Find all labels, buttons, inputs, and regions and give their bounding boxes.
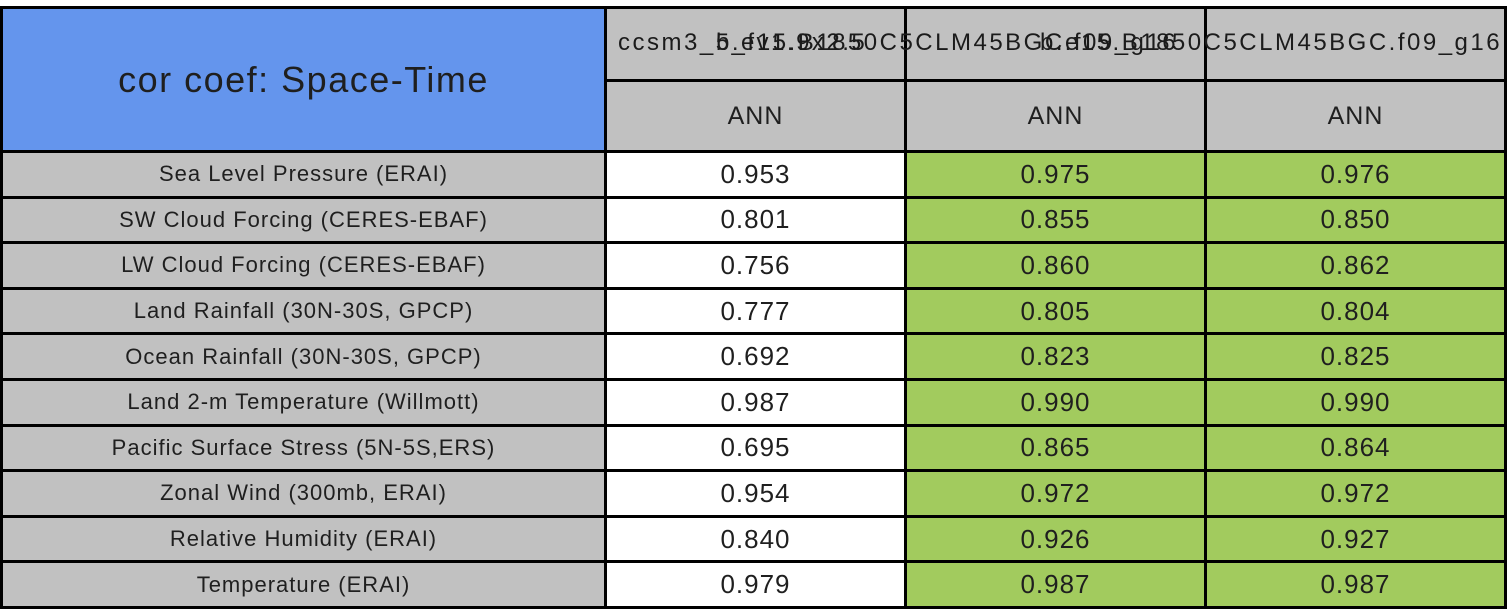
row-label-cell: Pacific Surface Stress (5N-5S,ERS) (3, 426, 604, 470)
value-cell: 0.860 (907, 244, 1204, 287)
value-cell: 0.825 (1207, 335, 1504, 378)
value-cell: 0.987 (1207, 563, 1504, 606)
value-cell: 0.972 (1207, 472, 1504, 515)
metrics-grid: cor coef: Space-Time ANN ANN ANN Sea Lev… (0, 6, 1507, 609)
table-title-cell: cor coef: Space-Time (3, 9, 604, 150)
value-cell: 0.864 (1207, 426, 1504, 470)
value-cell: 0.953 (607, 153, 904, 196)
value-cell: 0.976 (1207, 153, 1504, 196)
row-label-cell: Temperature (ERAI) (3, 563, 604, 606)
value-cell: 0.979 (607, 563, 904, 606)
value-cell: 0.855 (907, 198, 1204, 242)
row-label-cell: Zonal Wind (300mb, ERAI) (3, 472, 604, 515)
value-cell: 0.975 (907, 153, 1204, 196)
value-cell: 0.756 (607, 244, 904, 287)
row-label-cell: Land Rainfall (30N-30S, GPCP) (3, 289, 604, 333)
table-title: cor coef: Space-Time (118, 58, 489, 100)
value-cell: 0.692 (607, 335, 904, 378)
season-header-cell-3: ANN (1207, 82, 1504, 150)
model-name-cell-2 (907, 9, 1204, 79)
value-cell: 0.850 (1207, 198, 1504, 242)
season-label: ANN (1027, 101, 1084, 130)
model-name-cell-3 (1207, 9, 1504, 79)
row-label-cell: Ocean Rainfall (30N-30S, GPCP) (3, 335, 604, 378)
value-cell: 0.805 (907, 289, 1204, 333)
season-header-cell-2: ANN (907, 82, 1204, 150)
row-label-cell: SW Cloud Forcing (CERES-EBAF) (3, 198, 604, 242)
value-cell: 0.990 (907, 380, 1204, 424)
row-label-cell: Relative Humidity (ERAI) (3, 517, 604, 561)
value-cell: 0.972 (907, 472, 1204, 515)
value-cell: 0.926 (907, 517, 1204, 561)
value-cell: 0.823 (907, 335, 1204, 378)
value-cell: 0.865 (907, 426, 1204, 470)
value-cell: 0.840 (607, 517, 904, 561)
model-name-cell-1 (607, 9, 904, 79)
season-label: ANN (1327, 101, 1384, 130)
value-cell: 0.954 (607, 472, 904, 515)
season-label: ANN (727, 101, 784, 130)
value-cell: 0.804 (1207, 289, 1504, 333)
value-cell: 0.987 (907, 563, 1204, 606)
row-label-cell: Sea Level Pressure (ERAI) (3, 153, 604, 196)
value-cell: 0.927 (1207, 517, 1504, 561)
value-cell: 0.801 (607, 198, 904, 242)
row-label-cell: LW Cloud Forcing (CERES-EBAF) (3, 244, 604, 287)
value-cell: 0.990 (1207, 380, 1504, 424)
value-cell: 0.987 (607, 380, 904, 424)
season-header-cell-1: ANN (607, 82, 904, 150)
value-cell: 0.695 (607, 426, 904, 470)
row-label-cell: Land 2-m Temperature (Willmott) (3, 380, 604, 424)
value-cell: 0.777 (607, 289, 904, 333)
value-cell: 0.862 (1207, 244, 1504, 287)
